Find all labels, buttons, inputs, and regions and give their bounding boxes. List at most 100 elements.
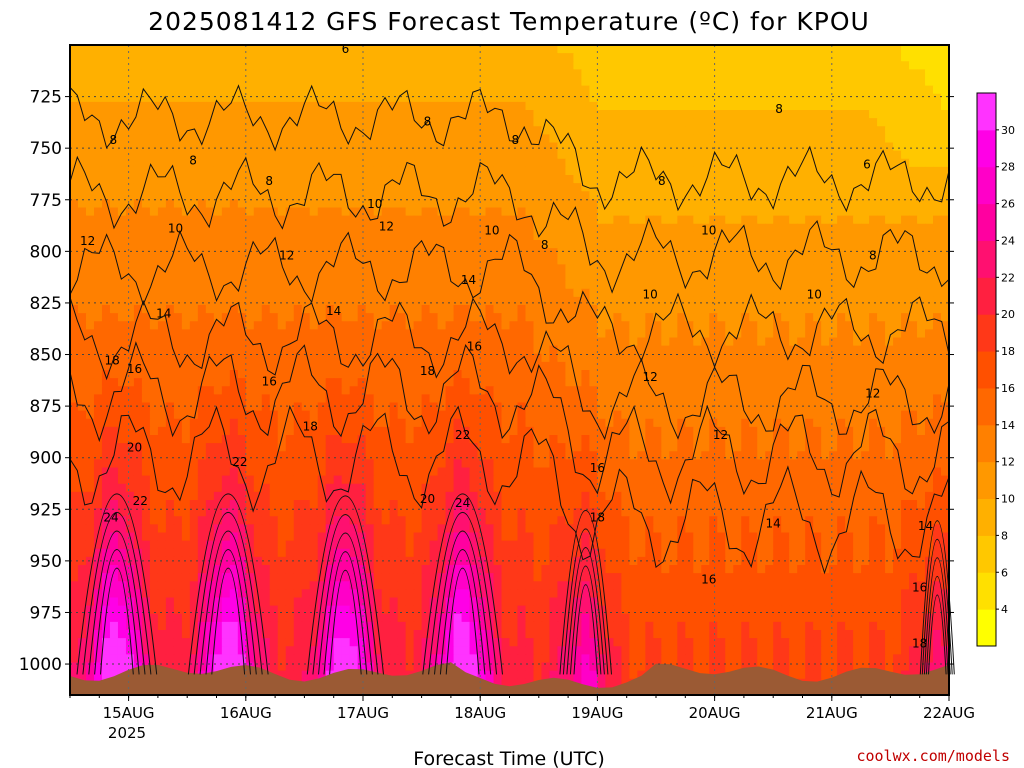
field-cell <box>517 329 527 339</box>
field-cell <box>549 110 559 119</box>
field-cell <box>813 191 822 200</box>
field-cell <box>277 394 287 404</box>
field-cell <box>77 215 87 225</box>
field-cell <box>557 126 567 135</box>
field-cell <box>309 118 319 127</box>
field-cell <box>733 223 742 233</box>
field-cell <box>517 150 527 160</box>
field-cell <box>709 240 718 249</box>
field-cell <box>445 402 455 412</box>
field-cell <box>725 280 734 290</box>
field-cell <box>133 256 143 265</box>
field-cell <box>109 313 119 322</box>
field-cell <box>805 337 814 347</box>
field-cell <box>293 345 303 355</box>
field-cell <box>709 386 718 395</box>
field-cell <box>70 288 79 298</box>
field-cell <box>213 321 223 330</box>
field-cell <box>70 142 79 152</box>
field-cell <box>197 191 207 200</box>
field-cell <box>245 313 255 322</box>
field-cell <box>493 158 503 168</box>
field-cell <box>421 93 431 103</box>
field-cell <box>621 223 630 233</box>
field-cell <box>173 256 183 265</box>
field-cell <box>445 329 455 339</box>
field-cell <box>525 142 535 152</box>
field-cell <box>925 199 934 209</box>
field-cell <box>829 264 838 274</box>
field-cell <box>309 337 319 347</box>
field-cell <box>149 175 159 184</box>
field-cell <box>77 85 87 95</box>
field-cell <box>133 231 143 241</box>
field-cell <box>885 231 894 241</box>
field-cell <box>349 321 359 330</box>
field-cell <box>869 126 878 135</box>
field-cell <box>133 248 143 257</box>
field-cell <box>621 126 630 135</box>
field-cell <box>917 183 926 192</box>
field-cell <box>309 353 319 363</box>
field-cell <box>93 410 103 420</box>
field-cell <box>653 402 662 412</box>
field-cell <box>829 231 838 241</box>
field-cell <box>181 313 191 322</box>
field-cell <box>797 110 806 119</box>
field-cell <box>573 45 583 54</box>
field-cell <box>301 378 311 387</box>
field-cell <box>77 402 87 412</box>
field-cell <box>469 272 479 282</box>
field-cell <box>813 134 822 144</box>
field-cell <box>461 231 471 241</box>
field-cell <box>341 321 351 330</box>
field-cell <box>813 280 822 290</box>
field-cell <box>637 353 646 363</box>
field-cell <box>653 361 662 371</box>
field-cell <box>573 280 583 290</box>
field-cell <box>285 85 295 95</box>
field-cell <box>701 110 710 119</box>
field-cell <box>261 386 271 395</box>
field-cell <box>421 248 431 257</box>
field-cell <box>469 166 479 176</box>
field-cell <box>677 45 686 54</box>
field-cell <box>77 199 87 209</box>
field-cell <box>789 361 798 371</box>
field-cell <box>685 321 694 330</box>
field-cell <box>133 53 143 62</box>
field-cell <box>125 353 135 363</box>
field-cell <box>125 134 135 144</box>
field-cell <box>269 296 279 306</box>
field-cell <box>85 191 95 200</box>
field-cell <box>813 175 822 184</box>
field-cell <box>125 199 135 209</box>
field-cell <box>685 280 694 290</box>
field-cell <box>285 378 295 387</box>
field-cell <box>397 240 407 249</box>
field-cell <box>645 305 654 314</box>
field-cell <box>557 53 567 62</box>
field-cell <box>853 183 862 192</box>
field-cell <box>389 361 399 371</box>
field-cell <box>589 199 598 209</box>
field-cell <box>653 110 662 119</box>
field-cell <box>653 353 662 363</box>
field-cell <box>885 134 894 144</box>
field-cell <box>317 402 327 412</box>
field-cell <box>149 321 159 330</box>
field-cell <box>733 321 742 330</box>
field-cell <box>645 378 654 387</box>
field-cell <box>517 296 527 306</box>
field-cell <box>453 337 463 347</box>
field-cell <box>453 296 463 306</box>
field-cell <box>333 53 343 62</box>
field-cell <box>805 53 814 62</box>
field-cell <box>789 223 798 233</box>
field-cell <box>149 101 159 111</box>
field-cell <box>341 142 351 152</box>
field-cell <box>453 53 463 62</box>
field-cell <box>933 402 942 412</box>
field-cell <box>237 166 247 176</box>
field-cell <box>845 353 854 363</box>
